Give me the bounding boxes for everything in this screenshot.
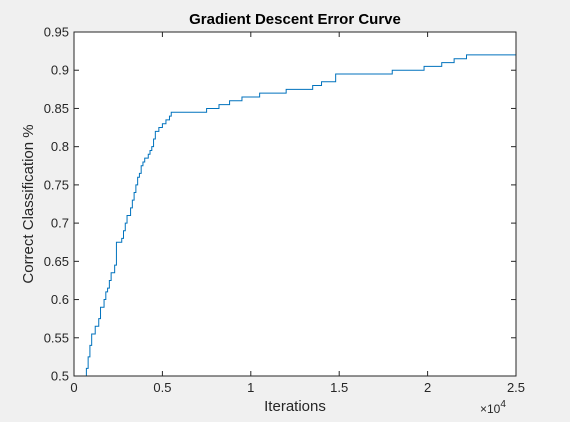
y-tick-label: 0.6	[51, 292, 69, 307]
y-axis-ticks: 0.5 0.55 0.6 0.65 0.7 0.75 0.8 0.85 0.9 0.95	[44, 25, 516, 384]
axes-box	[73, 31, 517, 377]
y-axis-title: Correct Classification %	[20, 124, 37, 283]
x-tick-label: 1	[247, 380, 254, 395]
x-axis-multiplier-base: ×10	[480, 402, 501, 416]
x-tick-label: 0	[70, 380, 77, 395]
y-tick-label: 0.8	[51, 139, 69, 154]
y-tick-label: 0.9	[51, 63, 69, 78]
x-tick-label: 2	[424, 380, 431, 395]
data-line-series-1	[74, 54, 516, 377]
y-tick-label: 0.7	[51, 216, 69, 231]
x-tick-label: 1.5	[330, 380, 348, 395]
y-tick-label: 0.55	[44, 330, 69, 345]
plot-area	[74, 32, 516, 376]
y-tick-label: 0.65	[44, 254, 69, 269]
x-axis-multiplier: ×104	[480, 399, 506, 416]
x-axis-multiplier-exponent: 4	[500, 399, 506, 410]
y-tick-label: 0.5	[51, 369, 69, 384]
x-axis-title: Iterations	[264, 398, 326, 415]
x-axis-ticks: 0 0.5 1 1.5 2 2.5	[70, 32, 525, 395]
chart-title: Gradient Descent Error Curve	[189, 11, 401, 28]
y-tick-label: 0.95	[44, 25, 69, 40]
x-tick-label: 2.5	[507, 380, 525, 395]
x-tick-label: 0.5	[153, 380, 171, 395]
y-tick-label: 0.85	[44, 101, 69, 116]
y-tick-label: 0.75	[44, 177, 69, 192]
